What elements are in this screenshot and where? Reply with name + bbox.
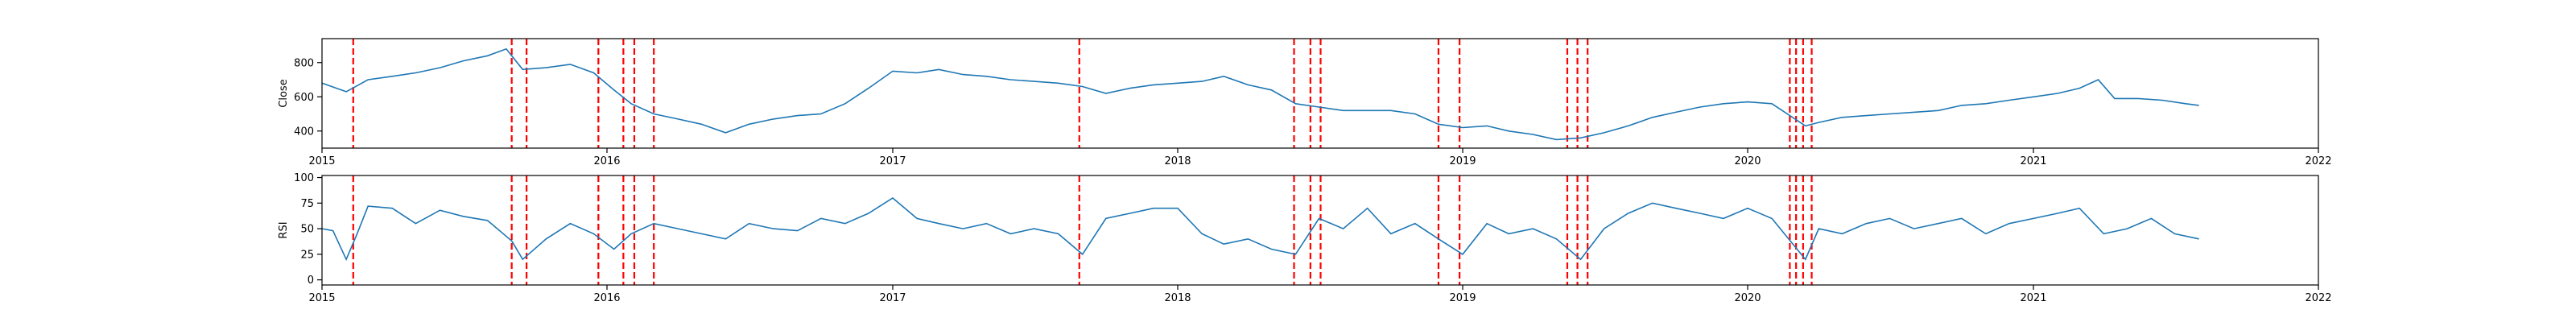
close-y-tick-label: 800 <box>294 57 314 69</box>
rsi-y-ticks: 0 25 50 75 100 <box>294 172 322 287</box>
rsi-x-tick-label: 2017 <box>879 292 906 304</box>
close-y-tick-label: 400 <box>294 126 314 138</box>
close-y-axis-label: Close <box>278 79 290 107</box>
rsi-axes-frame <box>321 175 2319 286</box>
close-x-ticks: 2015 2016 2017 2018 2019 2020 2021 2022 <box>308 148 2332 167</box>
close-y-ticks: 400 600 800 <box>294 57 322 138</box>
rsi-event-lines <box>352 175 1813 285</box>
close-x-tick-label: 2019 <box>1449 155 1476 167</box>
rsi-y-axis-label: RSI <box>278 221 290 238</box>
rsi-x-tick-label: 2022 <box>2305 292 2331 304</box>
close-axes-frame <box>321 38 2319 149</box>
close-x-tick-label: 2022 <box>2305 155 2331 167</box>
rsi-x-tick-label: 2018 <box>1164 292 1191 304</box>
close-y-tick-label: 600 <box>294 92 314 104</box>
close-x-tick-label: 2017 <box>879 155 906 167</box>
rsi-x-tick-label: 2019 <box>1449 292 1476 304</box>
rsi-y-tick-label: 50 <box>300 224 314 236</box>
rsi-x-tick-label: 2016 <box>593 292 620 304</box>
rsi-y-tick-label: 25 <box>300 249 314 261</box>
close-x-tick-label: 2021 <box>2020 155 2046 167</box>
rsi-y-tick-label: 0 <box>308 275 314 287</box>
close-x-tick-label: 2018 <box>1164 155 1191 167</box>
rsi-x-ticks: 2015 2016 2017 2018 2019 2020 2021 2022 <box>308 285 2332 304</box>
close-price-line <box>321 47 2199 141</box>
rsi-line <box>321 197 2199 262</box>
close-event-lines <box>352 39 1813 148</box>
close-x-tick-label: 2015 <box>308 155 335 167</box>
rsi-y-tick-label: 100 <box>294 172 314 184</box>
close-x-tick-label: 2020 <box>1734 155 1761 167</box>
rsi-y-tick-label: 75 <box>300 198 314 210</box>
rsi-x-tick-label: 2021 <box>2020 292 2046 304</box>
close-x-tick-label: 2016 <box>593 155 620 167</box>
rsi-x-tick-label: 2015 <box>308 292 335 304</box>
rsi-x-tick-label: 2020 <box>1734 292 1761 304</box>
